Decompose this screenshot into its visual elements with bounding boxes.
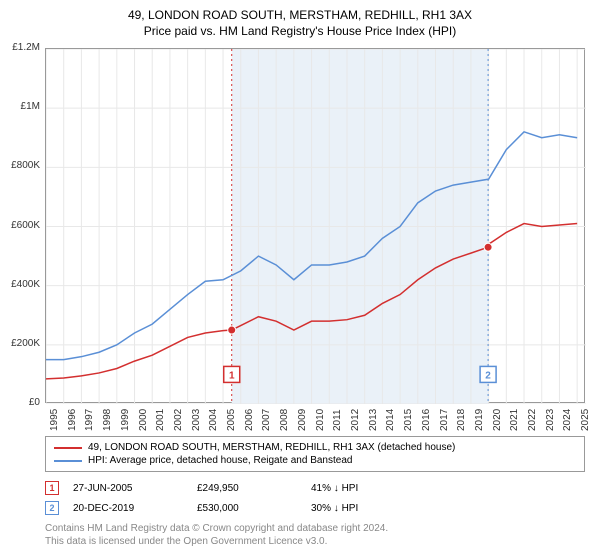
sale-row: 1 27-JUN-2005 £249,950 41% ↓ HPI <box>45 478 585 498</box>
x-tick-label: 1996 <box>67 409 78 431</box>
x-tick-label: 2024 <box>562 409 573 431</box>
sales-table: 1 27-JUN-2005 £249,950 41% ↓ HPI 2 20-DE… <box>45 478 585 518</box>
x-tick-label: 2025 <box>580 409 591 431</box>
svg-text:2: 2 <box>485 370 491 381</box>
footer-line: This data is licensed under the Open Gov… <box>45 535 388 548</box>
x-tick-label: 2019 <box>474 409 485 431</box>
legend-label: HPI: Average price, detached house, Reig… <box>88 455 352 466</box>
legend-label: 49, LONDON ROAD SOUTH, MERSTHAM, REDHILL… <box>88 442 455 453</box>
x-tick-label: 2006 <box>244 409 255 431</box>
x-tick-label: 2012 <box>350 409 361 431</box>
x-tick-label: 2014 <box>385 409 396 431</box>
x-tick-label: 2007 <box>261 409 272 431</box>
y-tick-label: £200K <box>0 338 40 349</box>
x-tick-label: 2021 <box>509 409 520 431</box>
x-tick-label: 2011 <box>332 409 343 431</box>
y-tick-label: £400K <box>0 279 40 290</box>
footer-attribution: Contains HM Land Registry data © Crown c… <box>45 522 388 548</box>
sale-date: 27-JUN-2005 <box>73 483 183 494</box>
chart-title: 49, LONDON ROAD SOUTH, MERSTHAM, REDHILL… <box>0 0 600 22</box>
x-tick-label: 2003 <box>191 409 202 431</box>
sale-marker-icon: 1 <box>45 481 59 495</box>
x-tick-label: 2005 <box>226 409 237 431</box>
x-tick-label: 1998 <box>102 409 113 431</box>
x-tick-label: 2022 <box>527 409 538 431</box>
x-tick-label: 2000 <box>138 409 149 431</box>
x-tick-label: 2013 <box>368 409 379 431</box>
x-tick-label: 2015 <box>403 409 414 431</box>
sale-price: £530,000 <box>197 503 297 514</box>
sale-date: 20-DEC-2019 <box>73 503 183 514</box>
x-tick-label: 2004 <box>208 409 219 431</box>
legend-swatch <box>54 460 82 462</box>
svg-text:1: 1 <box>229 370 235 381</box>
legend-swatch <box>54 447 82 449</box>
y-tick-label: £1M <box>0 101 40 112</box>
footer-line: Contains HM Land Registry data © Crown c… <box>45 522 388 535</box>
y-tick-label: £600K <box>0 220 40 231</box>
y-tick-label: £0 <box>0 397 40 408</box>
x-tick-label: 2009 <box>297 409 308 431</box>
x-tick-label: 2008 <box>279 409 290 431</box>
x-tick-label: 2002 <box>173 409 184 431</box>
y-tick-label: £800K <box>0 160 40 171</box>
sale-row: 2 20-DEC-2019 £530,000 30% ↓ HPI <box>45 498 585 518</box>
x-tick-label: 1997 <box>84 409 95 431</box>
x-tick-label: 2017 <box>439 409 450 431</box>
chart-subtitle: Price paid vs. HM Land Registry's House … <box>0 22 600 46</box>
legend: 49, LONDON ROAD SOUTH, MERSTHAM, REDHILL… <box>45 436 585 472</box>
x-tick-label: 2020 <box>492 409 503 431</box>
x-tick-label: 1999 <box>120 409 131 431</box>
x-tick-label: 2016 <box>421 409 432 431</box>
sale-marker-icon: 2 <box>45 501 59 515</box>
chart-svg: 12 <box>46 49 586 404</box>
y-tick-label: £1.2M <box>0 42 40 53</box>
legend-item: 49, LONDON ROAD SOUTH, MERSTHAM, REDHILL… <box>54 441 576 454</box>
plot-area: 12 <box>45 48 585 403</box>
x-tick-label: 2018 <box>456 409 467 431</box>
x-tick-label: 2010 <box>315 409 326 431</box>
x-tick-label: 2001 <box>155 409 166 431</box>
legend-item: HPI: Average price, detached house, Reig… <box>54 454 576 467</box>
sale-price: £249,950 <box>197 483 297 494</box>
x-tick-label: 2023 <box>545 409 556 431</box>
chart-container: 49, LONDON ROAD SOUTH, MERSTHAM, REDHILL… <box>0 0 600 560</box>
x-tick-label: 1995 <box>49 409 60 431</box>
sale-diff: 30% ↓ HPI <box>311 503 411 514</box>
sale-diff: 41% ↓ HPI <box>311 483 411 494</box>
